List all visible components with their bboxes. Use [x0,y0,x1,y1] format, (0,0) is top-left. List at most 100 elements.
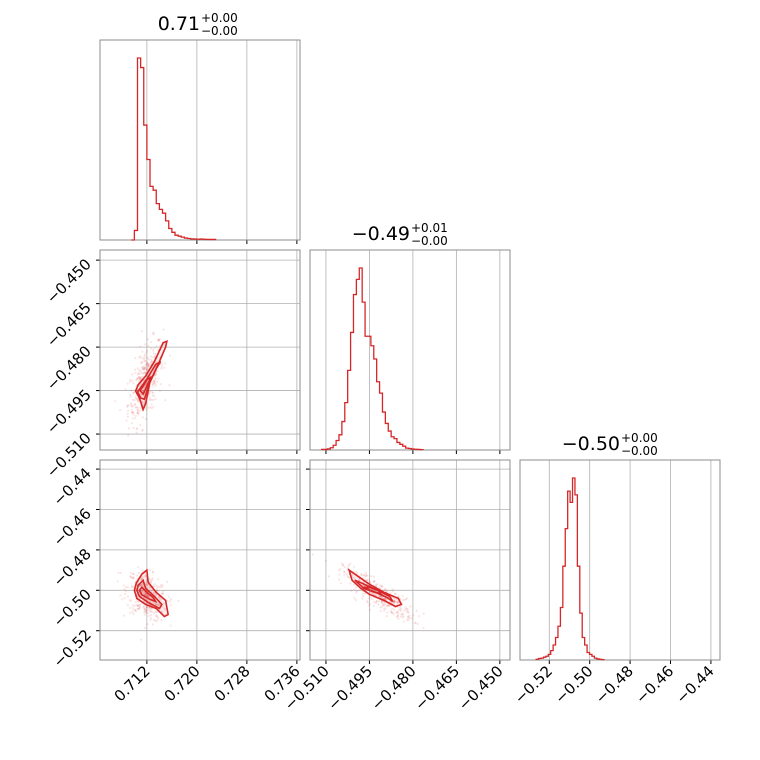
sample-point [398,608,401,612]
sample-point [149,587,152,590]
sample-point [153,378,157,381]
sample-point [142,605,146,608]
sample-point [129,378,132,381]
sample-point [157,603,160,606]
sample-point [384,588,387,591]
sample-point [144,363,147,366]
sample-point [131,417,134,420]
sample-point [154,603,158,606]
sample-point [347,575,350,579]
sample-point [368,578,371,581]
sample-point [341,563,345,566]
histogram-bin [371,346,374,450]
sample-point [169,600,172,603]
title-param-2: −0.49 +0.01 −0.00 [352,221,448,248]
tick-label-x: −0.46 [632,662,677,707]
sample-point [138,355,142,358]
sample-point [349,562,352,565]
sample-point [387,604,390,607]
sample-point [140,589,144,592]
sample-point [133,417,137,420]
sample-point [404,606,407,609]
sample-point [146,593,149,597]
sample-point [148,391,151,394]
histogram-bin [365,336,368,450]
sample-point [368,580,371,583]
sample-point [376,583,379,586]
sample-point [126,603,129,607]
sample-point [131,607,134,610]
sample-point [138,409,141,413]
sample-point [135,603,138,607]
sample-point [157,338,160,342]
sample-point [151,383,154,386]
sample-point [128,575,132,578]
sample-point [145,408,148,411]
sample-point [126,412,129,415]
sample-point [375,600,378,603]
sample-point [130,389,133,392]
sample-point [159,583,163,586]
sample-point [142,585,145,588]
sample-point [373,579,376,583]
sample-point [389,609,392,613]
sample-point [151,385,154,388]
sample-point [154,603,157,606]
sample-point [361,593,364,596]
sample-point [391,611,394,614]
sample-point [341,564,345,567]
sample-point [143,359,146,363]
sample-point [136,608,139,611]
sample-point [160,365,163,368]
sample-point [134,414,137,417]
sample-point [134,396,137,399]
sample-point [349,582,352,585]
sample-point [146,586,150,590]
sample-point [390,611,393,614]
sample-point [138,571,141,574]
sample-point [383,604,386,607]
sample-point [130,408,133,411]
sample-point [132,426,135,430]
sample-point [380,600,383,603]
sample-point [154,353,157,356]
panel-2d-param-3-vs-param-1 [116,566,180,641]
sample-point [126,404,129,407]
sample-point [152,379,155,383]
sample-point [362,581,366,584]
sample-point [157,377,160,380]
sample-point [397,612,400,615]
sample-point [149,399,152,402]
sample-point [166,599,169,602]
sample-point [148,396,151,399]
histogram-bin [573,478,575,660]
sample-point [169,624,172,627]
sample-point [385,615,389,618]
sample-point [150,398,154,402]
sample-point [162,602,166,605]
sample-point [137,371,141,375]
sample-point [133,604,136,608]
panel-2d-param-3-vs-param-2 [311,553,425,630]
sample-point [167,595,170,598]
sample-point [385,590,388,593]
sample-point [327,575,331,578]
axes: −0.52−0.50−0.48−0.46−0.44 [511,459,721,707]
tick-label-x: 0.712 [111,662,154,705]
sample-point [149,589,153,592]
title-lower-error: −0.00 [201,24,238,38]
sample-point [155,584,158,588]
sample-point [134,403,137,406]
histogram-step-line [320,267,424,451]
sample-point [156,587,159,590]
sample-point [155,371,158,374]
sample-point [134,610,138,613]
sample-point [350,589,353,592]
sample-point [366,579,369,582]
sample-point [353,570,356,573]
sample-point [397,595,400,598]
sample-point [378,584,382,587]
sample-point [153,591,156,594]
sample-point [134,406,137,409]
